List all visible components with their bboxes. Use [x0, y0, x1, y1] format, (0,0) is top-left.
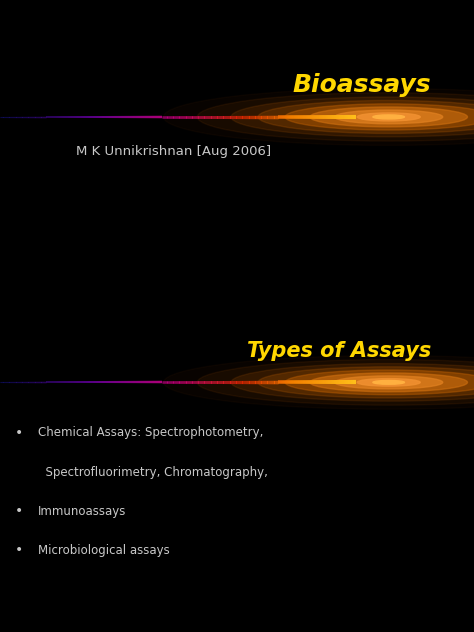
Ellipse shape	[310, 107, 467, 127]
Text: M K Unnikrishnan [Aug 2006]: M K Unnikrishnan [Aug 2006]	[76, 145, 271, 158]
Ellipse shape	[197, 360, 474, 405]
Ellipse shape	[335, 110, 443, 124]
Ellipse shape	[310, 373, 467, 392]
Ellipse shape	[285, 370, 474, 395]
Text: Chemical Assays: Spectrophotometry,: Chemical Assays: Spectrophotometry,	[38, 427, 263, 439]
Ellipse shape	[231, 363, 474, 401]
Ellipse shape	[258, 367, 474, 398]
Ellipse shape	[231, 97, 474, 137]
Ellipse shape	[373, 380, 404, 384]
Text: Immunoassays: Immunoassays	[38, 505, 126, 518]
Ellipse shape	[164, 88, 474, 145]
Ellipse shape	[373, 115, 404, 119]
Ellipse shape	[357, 113, 420, 121]
Ellipse shape	[197, 93, 474, 141]
Text: •: •	[15, 426, 23, 440]
Ellipse shape	[258, 100, 474, 133]
Text: Types of Assays: Types of Assays	[247, 341, 431, 361]
Text: Microbiological assays: Microbiological assays	[38, 544, 170, 557]
Text: Spectrofluorimetry, Chromatography,: Spectrofluorimetry, Chromatography,	[38, 466, 268, 478]
Ellipse shape	[164, 355, 474, 410]
Ellipse shape	[335, 376, 443, 389]
Text: Bioassays: Bioassays	[293, 73, 431, 97]
Text: •: •	[15, 544, 23, 557]
Text: •: •	[15, 504, 23, 518]
Ellipse shape	[357, 379, 420, 386]
Ellipse shape	[285, 104, 474, 130]
